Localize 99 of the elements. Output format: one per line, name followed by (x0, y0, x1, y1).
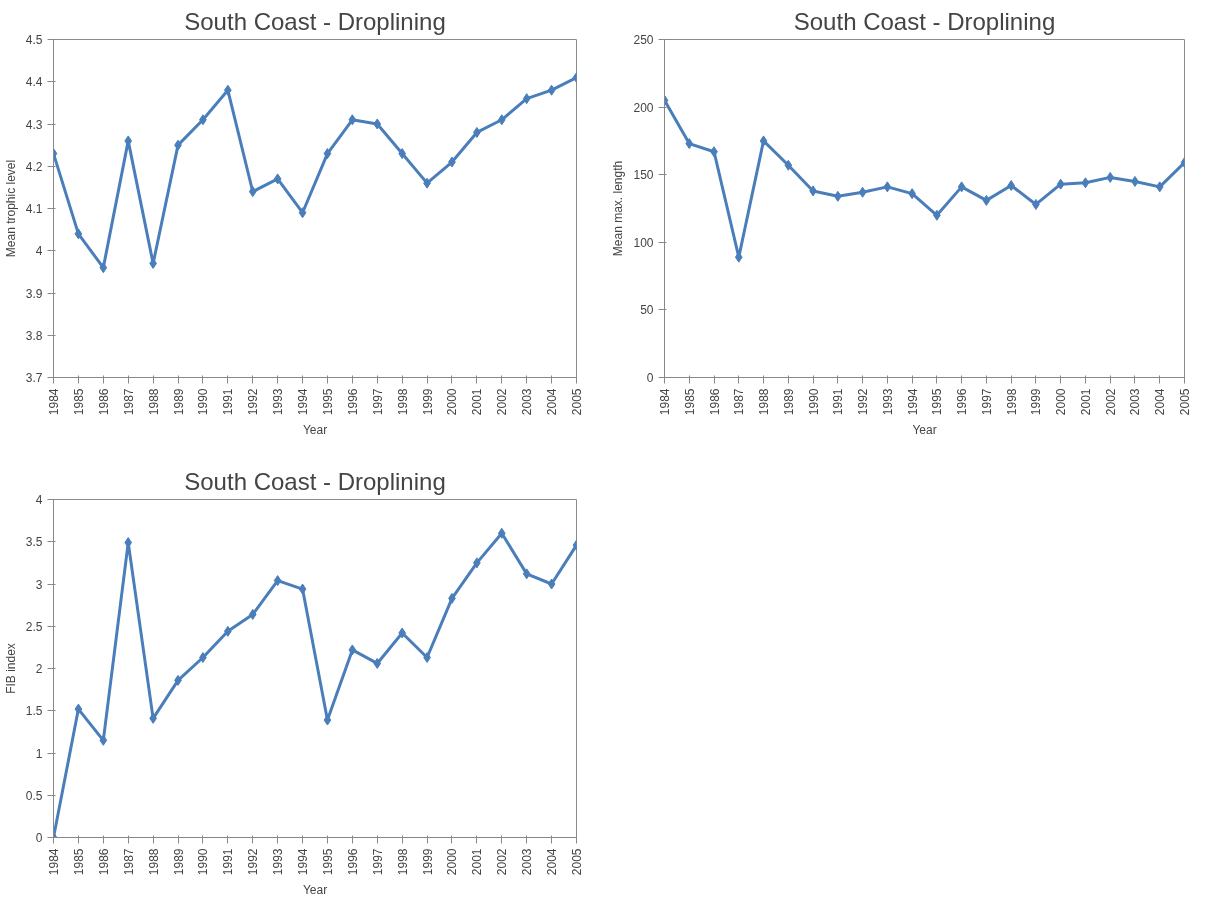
y-tick-label: 4.2 (25, 159, 43, 174)
x-tick-label: 1986 (96, 848, 111, 876)
x-tick-label: 1987 (121, 848, 136, 876)
x-tick-label: 1994 (296, 848, 311, 876)
x-axis-title: Year (302, 423, 328, 438)
x-tick-label: 2004 (545, 848, 560, 876)
x-tick-label: 2003 (520, 388, 535, 416)
x-axis-title: Year (912, 423, 937, 438)
chart-title: South Coast - Droplining (184, 7, 446, 35)
y-tick-label: 4.5 (25, 33, 43, 47)
x-tick-label: 2002 (1103, 388, 1118, 416)
x-tick-label: 1987 (121, 388, 136, 416)
x-tick-label: 2004 (545, 388, 560, 416)
x-tick-label: 2005 (570, 388, 584, 416)
x-tick-label: 2005 (1178, 388, 1192, 416)
chart-title: South Coast - Droplining (184, 467, 446, 495)
y-tick-label: 100 (633, 235, 654, 250)
x-tick-label: 1991 (221, 388, 236, 416)
y-tick-label: 150 (633, 168, 654, 183)
x-tick-label: 2005 (570, 848, 584, 876)
y-tick-label: 4 (35, 244, 43, 259)
x-tick-label: 1995 (320, 388, 335, 416)
x-tick-label: 1996 (345, 388, 360, 416)
x-tick-label: 1989 (781, 388, 796, 416)
x-tick-label: 1992 (246, 388, 261, 416)
y-tick-label: 2.5 (25, 619, 43, 634)
y-tick-label: 3.8 (25, 328, 43, 343)
x-tick-label: 2002 (495, 848, 510, 876)
y-tick-label: 50 (640, 303, 654, 318)
x-tick-label: 1999 (1029, 388, 1044, 416)
x-tick-label: 1993 (271, 388, 286, 416)
x-tick-label: 1992 (246, 848, 261, 876)
x-tick-label: 1994 (296, 388, 311, 416)
x-tick-label: 1986 (96, 388, 111, 416)
x-tick-label: 1991 (221, 848, 236, 876)
x-tick-label: 1984 (47, 388, 61, 416)
x-tick-label: 1985 (71, 848, 86, 876)
y-tick-label: 0 (35, 831, 43, 845)
x-tick-label: 1995 (320, 848, 335, 876)
y-tick-label: 200 (633, 100, 654, 115)
x-tick-label: 1988 (146, 388, 161, 416)
x-tick-label: 1991 (831, 388, 846, 416)
x-tick-label: 1990 (196, 848, 211, 876)
y-tick-label: 4 (35, 493, 43, 507)
x-tick-label: 2001 (470, 388, 485, 416)
chart-title: South Coast - Droplining (793, 7, 1056, 35)
x-tick-label: 2000 (445, 388, 460, 416)
x-tick-label: 1996 (345, 848, 360, 876)
x-tick-label: 2003 (520, 848, 535, 876)
x-tick-label: 2001 (470, 848, 485, 876)
x-tick-label: 1997 (370, 848, 385, 876)
y-tick-label: 2 (35, 662, 43, 676)
x-tick-label: 1999 (420, 388, 435, 416)
y-tick-label: 250 (633, 33, 654, 47)
y-axis-title: Mean max. length (611, 160, 626, 257)
x-tick-label: 1990 (806, 388, 821, 416)
x-tick-label: 1989 (171, 388, 186, 416)
x-tick-label: 2001 (1078, 388, 1093, 416)
x-tick-label: 2003 (1128, 388, 1143, 416)
x-tick-label: 1993 (271, 848, 286, 876)
x-tick-label: 1987 (732, 388, 747, 416)
x-axis-title: Year (302, 883, 328, 898)
x-tick-label: 1995 (930, 388, 945, 416)
y-tick-label: 0 (646, 371, 654, 385)
x-tick-label: 1993 (880, 388, 895, 416)
x-tick-label: 2000 (1054, 388, 1069, 416)
x-tick-label: 1988 (146, 848, 161, 876)
y-tick-label: 1 (35, 746, 43, 761)
y-tick-label: 3.5 (25, 535, 43, 550)
x-tick-label: 1989 (171, 848, 186, 876)
y-tick-label: 4.3 (25, 117, 43, 132)
x-tick-label: 1990 (196, 388, 211, 416)
x-tick-label: 1984 (658, 388, 672, 416)
y-tick-label: 0.5 (25, 788, 43, 803)
y-tick-label: 4.4 (25, 75, 43, 90)
x-tick-label: 1984 (47, 848, 61, 876)
y-axis-title: Mean trophic level (3, 159, 18, 258)
x-tick-label: 1998 (1004, 388, 1019, 416)
x-tick-label: 1994 (905, 388, 920, 416)
y-tick-label: 3 (35, 577, 43, 592)
x-tick-label: 1997 (370, 388, 385, 416)
x-tick-label: 1998 (395, 388, 410, 416)
x-tick-label: 1985 (682, 388, 697, 416)
x-tick-label: 1992 (856, 388, 871, 416)
x-tick-label: 1999 (420, 848, 435, 876)
y-tick-label: 1.5 (25, 704, 43, 719)
x-tick-label: 1996 (955, 388, 970, 416)
y-axis-title: FIB index (3, 643, 18, 694)
x-tick-label: 1998 (395, 848, 410, 876)
x-tick-label: 1986 (707, 388, 722, 416)
x-tick-label: 2002 (495, 388, 510, 416)
x-tick-label: 2000 (445, 848, 460, 876)
y-tick-label: 3.7 (25, 371, 43, 385)
y-tick-label: 4.1 (25, 202, 43, 216)
x-tick-label: 1988 (757, 388, 772, 416)
y-tick-label: 3.9 (25, 286, 43, 301)
x-tick-label: 1997 (979, 388, 994, 416)
x-tick-label: 1985 (71, 388, 86, 416)
x-tick-label: 2004 (1153, 388, 1168, 416)
